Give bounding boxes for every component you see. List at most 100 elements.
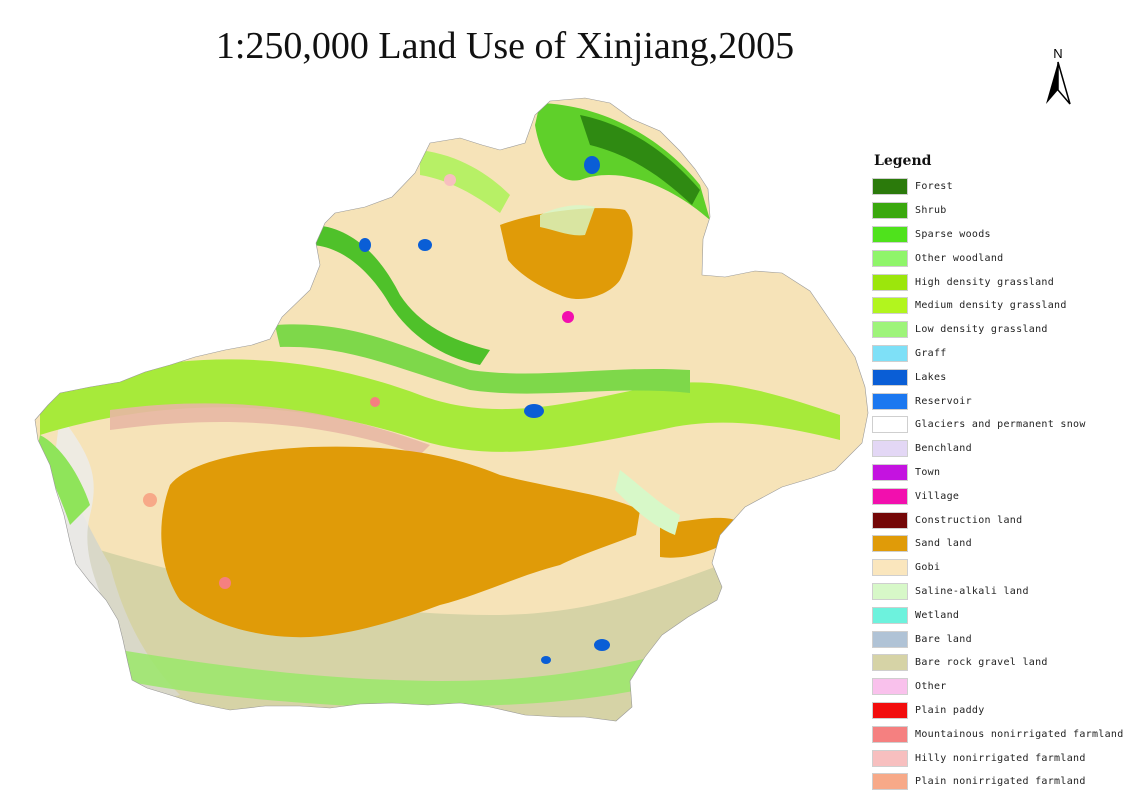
legend-label: Sparse woods — [915, 228, 991, 240]
legend-item: Plain paddy — [872, 699, 1123, 723]
legend-item: Sparse woods — [872, 223, 1123, 247]
tacheng-farmland — [444, 174, 456, 186]
legend-item: Low density grassland — [872, 318, 1123, 342]
pamir-grassland — [38, 435, 90, 525]
legend-label: Plain paddy — [915, 704, 985, 716]
legend-swatch — [872, 630, 908, 648]
legend-item: Wetland — [872, 603, 1123, 627]
lake-1 — [584, 156, 600, 174]
legend-label: Sand land — [915, 538, 972, 550]
legend-swatch — [872, 582, 908, 600]
urumqi-town — [562, 311, 574, 323]
legend-label: Village — [915, 490, 960, 502]
xinjiang-land-use-map — [34, 97, 869, 722]
legend-label: Bare rock gravel land — [915, 657, 1048, 669]
lake-5 — [594, 639, 610, 651]
legend-label: Construction land — [915, 514, 1023, 526]
legend-swatch — [872, 178, 908, 196]
legend-label: Glaciers and permanent snow — [915, 419, 1086, 431]
legend-item: Medium density grassland — [872, 294, 1123, 318]
legend-item: Village — [872, 484, 1123, 508]
legend-swatch — [872, 392, 908, 410]
legend-item: Mountainous nonirrigated farmland — [872, 722, 1123, 746]
legend-swatch — [872, 654, 908, 672]
legend-item: Gobi — [872, 556, 1123, 580]
north-arrow-icon — [1046, 61, 1071, 105]
legend-item: Construction land — [872, 508, 1123, 532]
legend-item: Other — [872, 675, 1123, 699]
legend-swatch — [872, 701, 908, 719]
bosten-lake — [524, 404, 544, 418]
legend-swatch — [872, 440, 908, 458]
aksu-oasis — [370, 397, 380, 407]
legend-label: Town — [915, 466, 941, 478]
legend-label: Gobi — [915, 562, 941, 574]
legend-label: Medium density grassland — [915, 300, 1067, 312]
north-label: N — [1053, 46, 1063, 61]
legend-label: Bare land — [915, 633, 972, 645]
legend-swatch — [872, 202, 908, 220]
legend-swatch — [872, 511, 908, 529]
legend-label: Wetland — [915, 609, 960, 621]
legend-label: Other woodland — [915, 252, 1004, 264]
land-use-regions — [35, 98, 868, 721]
legend-swatch — [872, 773, 908, 791]
lake-4 — [541, 656, 551, 664]
legend-swatch — [872, 749, 908, 767]
legend-label: Reservoir — [915, 395, 972, 407]
legend-item: Reservoir — [872, 389, 1123, 413]
legend-item: Saline-alkali land — [872, 580, 1123, 604]
legend-items: Forest Shrub Sparse woods Other woodland Hig… — [872, 175, 1123, 794]
map-title: 1:250,000 Land Use of Xinjiang,2005 — [215, 25, 795, 67]
north-arrow: N — [1038, 46, 1078, 110]
kashgar-oasis — [219, 577, 231, 589]
xinjiang-boundary — [34, 97, 869, 722]
legend-label: Plain nonirrigated farmland — [915, 776, 1086, 788]
legend-label: Mountainous nonirrigated farmland — [915, 728, 1123, 740]
lake-3 — [359, 238, 371, 252]
altai-forest — [580, 115, 700, 205]
legend-item: Glaciers and permanent snow — [872, 413, 1123, 437]
legend-swatch — [872, 368, 908, 386]
legend-item: Lakes — [872, 365, 1123, 389]
legend: Legend Forest Shrub Sparse woods Other wood… — [872, 153, 1123, 794]
altai-grassland — [535, 103, 710, 220]
legend-item: Plain nonirrigated farmland — [872, 770, 1123, 794]
legend-label: Saline-alkali land — [915, 585, 1029, 597]
junggar-saline — [540, 205, 595, 236]
legend-swatch — [872, 535, 908, 553]
tarbagatai-grassland — [420, 150, 510, 213]
taklamakan-desert — [161, 446, 641, 638]
legend-swatch — [872, 606, 908, 624]
legend-label: Forest — [915, 181, 953, 193]
legend-label: Low density grassland — [915, 324, 1048, 336]
legend-swatch — [872, 321, 908, 339]
tianshan-grassland — [40, 359, 840, 452]
legend-label: Lakes — [915, 371, 947, 383]
legend-swatch — [872, 678, 908, 696]
legend-item: Benchland — [872, 437, 1123, 461]
tianshan-farmland — [110, 403, 430, 455]
legend-item: Town — [872, 461, 1123, 485]
middle-grassland — [275, 324, 690, 394]
legend-label: High density grassland — [915, 276, 1055, 288]
legend-swatch — [872, 225, 908, 243]
legend-item: Bare rock gravel land — [872, 651, 1123, 675]
legend-item: Bare land — [872, 627, 1123, 651]
legend-swatch — [872, 297, 908, 315]
legend-item: Forest — [872, 175, 1123, 199]
legend-label: Benchland — [915, 443, 972, 455]
legend-swatch — [872, 725, 908, 743]
legend-item: Other woodland — [872, 246, 1123, 270]
legend-label: Shrub — [915, 205, 947, 217]
western-oasis — [143, 493, 157, 507]
legend-label: Other — [915, 681, 947, 693]
legend-item: Sand land — [872, 532, 1123, 556]
legend-swatch — [872, 463, 908, 481]
lop-nur-saline — [615, 470, 680, 535]
legend-label: Hilly nonirrigated farmland — [915, 752, 1086, 764]
legend-swatch — [872, 344, 908, 362]
legend-item: High density grassland — [872, 270, 1123, 294]
legend-title: Legend — [874, 153, 932, 169]
legend-swatch — [872, 487, 908, 505]
